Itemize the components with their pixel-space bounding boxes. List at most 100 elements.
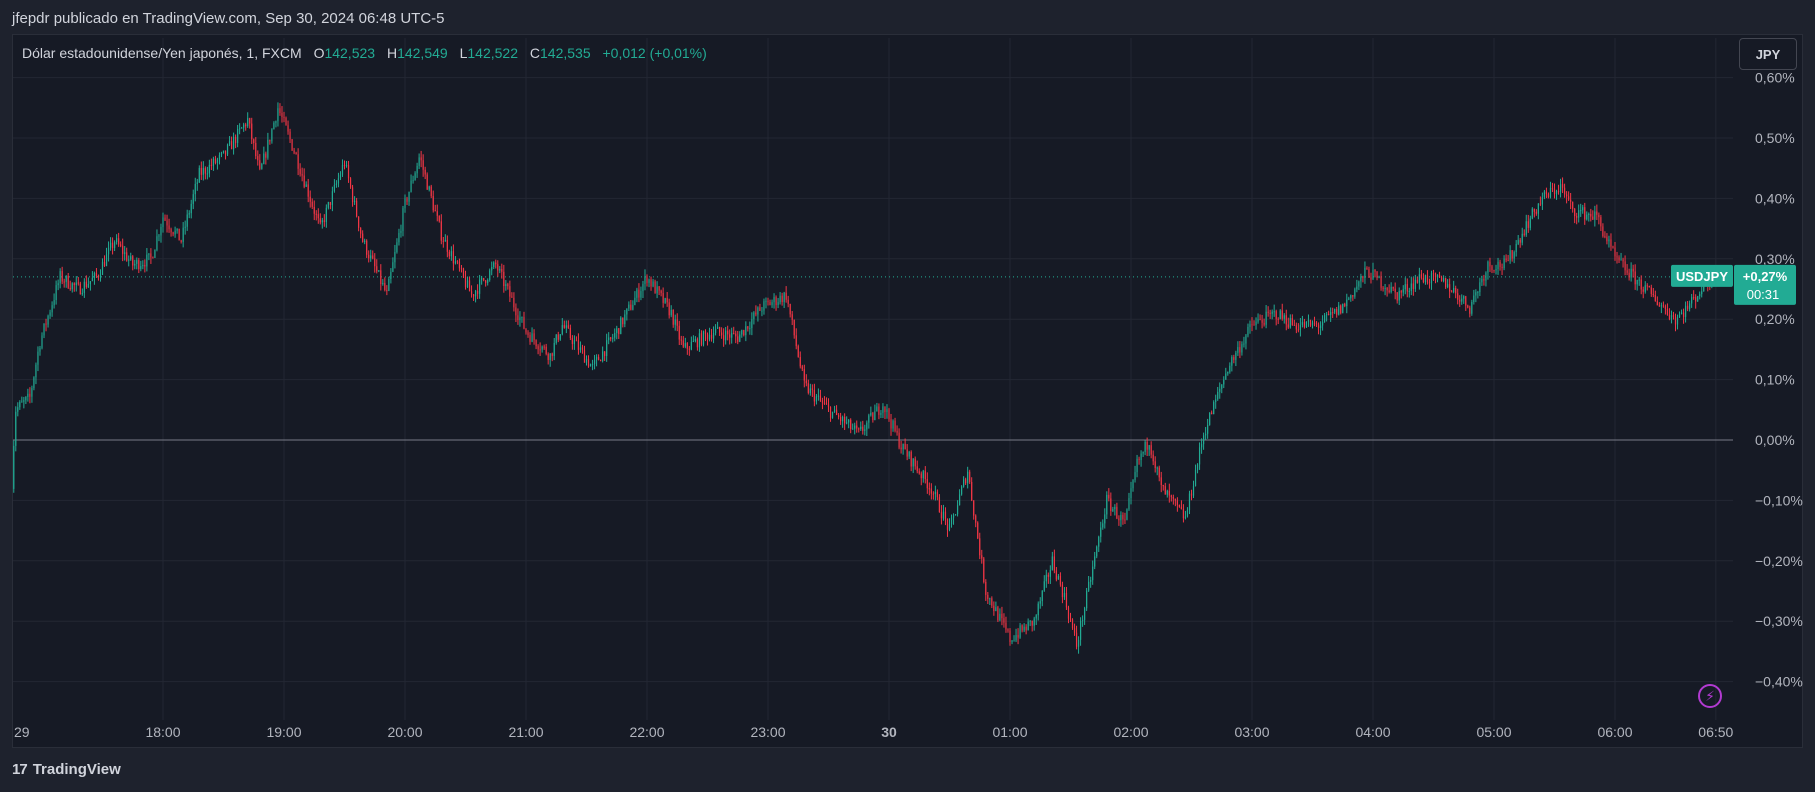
candle-body: [351, 187, 354, 203]
tradingview-logo[interactable]: 17 TradingView: [12, 761, 121, 778]
candle-body: [890, 419, 892, 429]
candle-body: [430, 186, 432, 197]
lightning-icon[interactable]: ⚡: [1698, 684, 1722, 708]
candle-body: [1164, 486, 1166, 495]
candle-body: [1678, 314, 1681, 318]
candle-body: [908, 451, 910, 457]
candle-body: [1319, 325, 1322, 329]
candle-body: [874, 411, 876, 421]
candle-body: [1132, 480, 1134, 489]
candle-body: [1352, 295, 1354, 297]
candle-body: [1120, 515, 1122, 521]
candle-body: [43, 323, 45, 336]
candle-body: [1420, 274, 1422, 278]
candle-body: [706, 334, 709, 340]
candle-body: [583, 349, 586, 363]
candle-body: [1003, 618, 1005, 623]
candle-body: [1154, 461, 1156, 469]
candle-body: [487, 279, 489, 283]
candle-body: [1176, 500, 1178, 505]
candle-body: [380, 270, 382, 285]
candle-body: [327, 202, 329, 208]
candle-body: [1122, 515, 1124, 520]
candle-body: [1142, 451, 1144, 454]
candle-body: [602, 351, 604, 361]
candle-body: [1023, 626, 1025, 631]
candle-body: [1634, 271, 1636, 285]
candle-body: [416, 165, 418, 174]
candle-body: [1396, 292, 1398, 301]
candle-body: [454, 261, 457, 264]
publisher-caption: jfepdr publicado en TradingView.com, Sep…: [12, 10, 445, 27]
candle-body: [481, 277, 483, 280]
candle-body: [235, 136, 237, 143]
candle-body: [587, 358, 590, 367]
candle-body: [1590, 213, 1592, 217]
candle-body: [501, 269, 503, 272]
candle-body: [1644, 285, 1646, 292]
candle-body: [360, 227, 362, 234]
candle-body: [51, 305, 53, 313]
candle-body: [228, 141, 231, 145]
candle-body: [59, 271, 61, 284]
candle-body: [870, 412, 872, 416]
candle-body: [1662, 305, 1664, 307]
candle-body: [563, 325, 565, 328]
candle-body: [1636, 279, 1638, 285]
candle-body: [1213, 402, 1215, 415]
candle-body: [1428, 282, 1431, 284]
candle-body: [1457, 293, 1459, 300]
candle-body: [293, 150, 295, 153]
candle-body: [882, 406, 884, 413]
candle-body: [1632, 268, 1634, 272]
candle-body: [1231, 357, 1233, 366]
candle-body: [1400, 291, 1402, 293]
candle-body: [1424, 275, 1427, 283]
candle-body: [67, 275, 69, 288]
candle-body: [547, 353, 549, 360]
candle-body: [291, 139, 293, 151]
candle-body: [41, 335, 43, 348]
x-tick-label: 05:00: [1476, 724, 1511, 740]
candle-body: [1628, 272, 1630, 278]
candle-body: [1588, 213, 1590, 215]
candle-body: [999, 613, 1001, 621]
candle-body: [198, 167, 200, 183]
candle-body: [440, 221, 442, 241]
candle-body: [1568, 196, 1570, 200]
candle-body: [1489, 261, 1491, 267]
candle-body: [932, 493, 934, 495]
candle-body: [120, 244, 122, 246]
candle-body: [1196, 464, 1199, 470]
candle-body: [977, 522, 979, 539]
candle-body: [1664, 306, 1667, 309]
candle-body: [261, 163, 263, 169]
candle-body: [549, 353, 551, 360]
candle-body: [1497, 261, 1499, 270]
candle-body: [93, 272, 96, 278]
candle-body: [1243, 343, 1245, 345]
candle-body: [1124, 519, 1126, 521]
x-tick-label: 06:50: [1698, 724, 1733, 740]
candle-body: [854, 425, 856, 429]
candle-body: [47, 315, 49, 325]
candle-body: [884, 406, 886, 413]
candle-body: [577, 340, 580, 350]
candle-body: [616, 328, 618, 334]
candle-body: [406, 198, 408, 202]
candle-body: [686, 343, 688, 349]
candle-body: [309, 196, 311, 202]
currency-button[interactable]: JPY: [1739, 38, 1797, 70]
candle-body: [474, 290, 477, 297]
candle-body: [628, 304, 630, 309]
candle-body: [337, 178, 340, 184]
candle-body: [1043, 581, 1045, 591]
candle-body: [765, 301, 767, 303]
chart-frame[interactable]: [12, 34, 1803, 748]
y-tick-label: 0,00%: [1755, 432, 1795, 448]
candle-body: [1509, 250, 1511, 261]
candle-body: [81, 292, 83, 295]
candle-body: [1235, 352, 1237, 360]
candle-body: [1194, 469, 1197, 486]
